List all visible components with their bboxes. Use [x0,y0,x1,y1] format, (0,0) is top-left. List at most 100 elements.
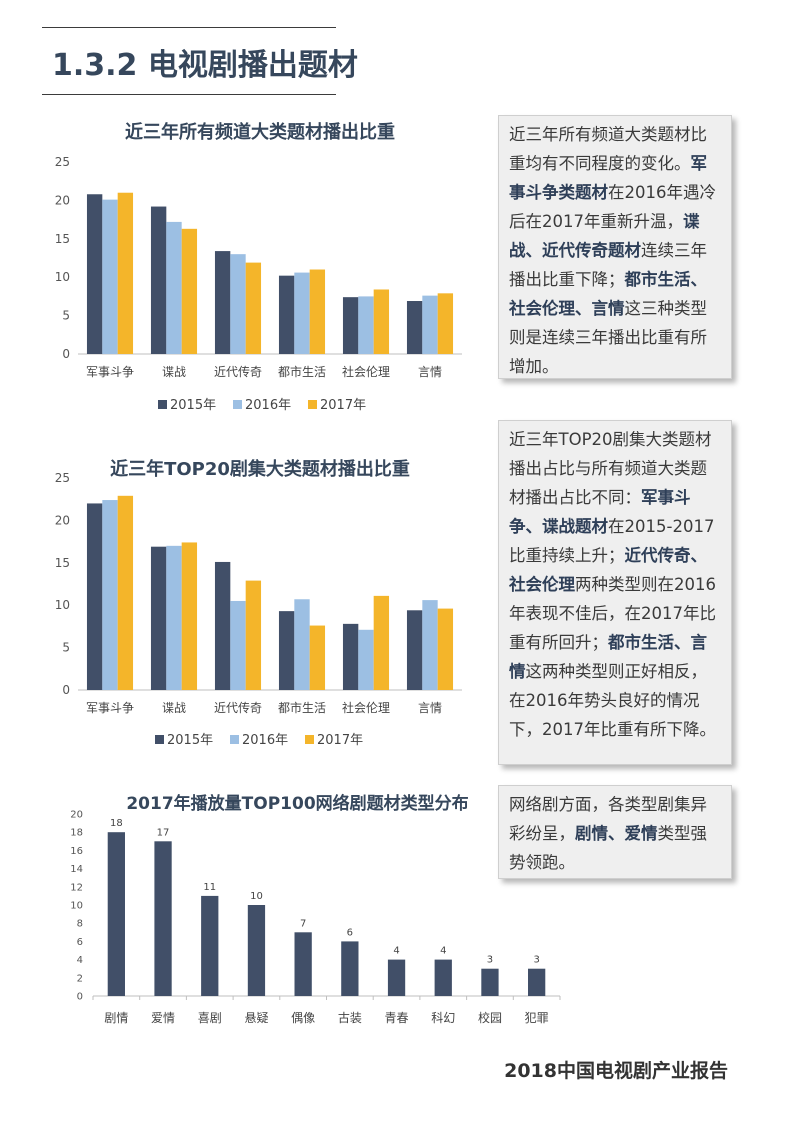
chart1-bar [245,262,262,354]
chart3-bar [341,941,359,996]
chart1-legend-label: 2017年 [320,398,366,413]
chart1-bar [342,297,359,354]
chart2-legend-label: 2015年 [167,733,213,748]
chart2-bar [406,610,423,690]
chart1-title: 近三年所有频道大类题材播出比重 [125,122,395,143]
chart1-legend-label: 2016年 [245,398,291,413]
chart3-bar [107,832,125,996]
note-text: 近三年所有频道大类题材比重均有不同程度的变化。 [509,125,707,173]
chart3-category-label: 剧情 [104,1011,128,1025]
note-text: 在2016年遇冷后在2017年重新升温， [509,183,716,231]
chart3-data-label: 6 [347,927,353,938]
chart2-bar [86,503,103,690]
chart2-legend-swatch [305,735,314,744]
chart2-bar [245,580,262,690]
chart2-bar [278,611,295,690]
chart3-category-label: 校园 [478,1010,502,1025]
chart2-legend-label: 2016年 [242,733,288,748]
chart2-category-label: 军事斗争 [86,701,134,715]
chart3-ytick: 16 [70,846,83,857]
chart2-legend-swatch [155,735,164,744]
chart2-bar [358,629,374,690]
chart3-ytick: 14 [70,864,83,875]
chart3-ytick: 4 [77,955,83,966]
note-text: 两种类型则在2016年表现不佳后，在2017年比重有所回升； [509,575,716,652]
chart1-category-label: 近代传奇 [214,364,262,379]
chart1-ytick: 20 [55,193,70,207]
chart1-bar [278,275,295,354]
chart2-bar [166,545,182,690]
chart2-bar [342,623,359,690]
chart3-data-label: 4 [393,946,399,957]
chart2-bar [437,608,454,690]
chart2-bar [214,561,231,690]
chart3-category-label: 喜剧 [198,1011,222,1025]
chart1-bar [437,293,454,354]
chart3-category-label: 悬疑 [244,1010,268,1025]
chart1-legend-swatch [233,400,242,409]
chart1-bar [181,228,198,354]
chart1: 0 5 10 15 20 25 军事斗争 谍战 近代传奇 都市生活 社会伦理 言情 2015年 2016年… [55,155,462,413]
chart3-data-label: 11 [203,882,216,893]
chart1-category-label: 都市生活 [278,364,326,379]
chart1-bar [166,221,182,354]
chart3-data-label: 7 [300,918,306,929]
chart2-bar [294,599,310,690]
chart1-bar [150,206,167,354]
chart2-legend-swatch [230,735,239,744]
chart1-bar [214,251,231,354]
chart2-title: 近三年TOP20剧集大类题材播出比重 [110,459,410,480]
chart3-ytick: 0 [77,992,83,1003]
chart1-ytick: 5 [62,309,70,323]
note-highlight: 谍战、近代传奇题材 [509,212,700,260]
chart3-category-label: 古装 [338,1010,362,1025]
chart2-ytick: 5 [62,641,70,655]
chart3-bar [481,968,499,996]
chart3-ytick: 18 [70,828,83,839]
chart2-category-label: 都市生活 [278,700,326,715]
chart2-category-label: 言情 [418,701,442,715]
chart1-bar [358,296,374,354]
note-text: 网络剧方面，各类型剧集异彩纷呈， [509,795,707,843]
chart3-category-label: 犯罪 [525,1011,549,1025]
chart3-bar [387,959,406,996]
chart3-bar [201,895,219,996]
chart3-bar [247,905,266,996]
section-title: 1.3.2 电视剧播出题材 [52,48,358,83]
note-text: 连续三年播出比重下降； [509,241,707,289]
chart1-bar [294,272,310,354]
chart3-bar [154,841,172,996]
chart3-category-label: 青春 [385,1011,409,1025]
chart2-bar [230,600,246,690]
chart2-bar [422,600,438,690]
chart1-ytick: 15 [55,232,70,246]
chart1-category-label: 军事斗争 [86,365,134,379]
chart3-title: 2017年播放量TOP100网络剧题材类型分布 [126,794,469,814]
note-highlight: 军事斗争类题材 [509,154,707,202]
chart1-ytick: 0 [62,347,70,361]
chart3-data-label: 3 [487,955,493,966]
note-highlight: 剧情、爱情 [575,824,658,843]
chart2-bar [102,500,118,690]
chart3-ytick: 12 [70,882,83,893]
chart2-ytick: 15 [55,556,70,570]
chart3-data-label: 3 [533,955,539,966]
note-text: 这两种类型则正好相反，在2016年势头良好的情况下，2017年比重有所下降。 [509,662,716,739]
chart1-ytick: 10 [55,270,70,284]
chart1-category-label: 言情 [418,365,442,379]
chart1-legend-swatch [308,400,317,409]
chart2-ytick: 10 [55,598,70,612]
chart1-bar [117,192,134,354]
chart2-bar [181,542,198,690]
chart2-legend-label: 2017年 [317,733,363,748]
chart3-data-label: 17 [157,827,170,838]
chart2-ytick: 0 [62,683,70,697]
chart2-category-label: 谍战 [162,701,186,715]
chart2-ytick: 20 [55,513,70,527]
chart3-ytick: 6 [77,937,83,948]
note-web-drama: 网络剧方面，各类型剧集异彩纷呈，剧情、爱情类型强势领跑。 [498,785,732,879]
footer-report-name: 2018中国电视剧产业报告 [504,1060,728,1082]
chart1-bar [373,289,390,354]
note-top20: 近三年TOP20剧集大类题材播出占比与所有频道大类题材播出占比不同：军事斗争、谍… [498,420,732,765]
note-highlight: 都市生活、社会伦理、言情 [509,270,707,318]
